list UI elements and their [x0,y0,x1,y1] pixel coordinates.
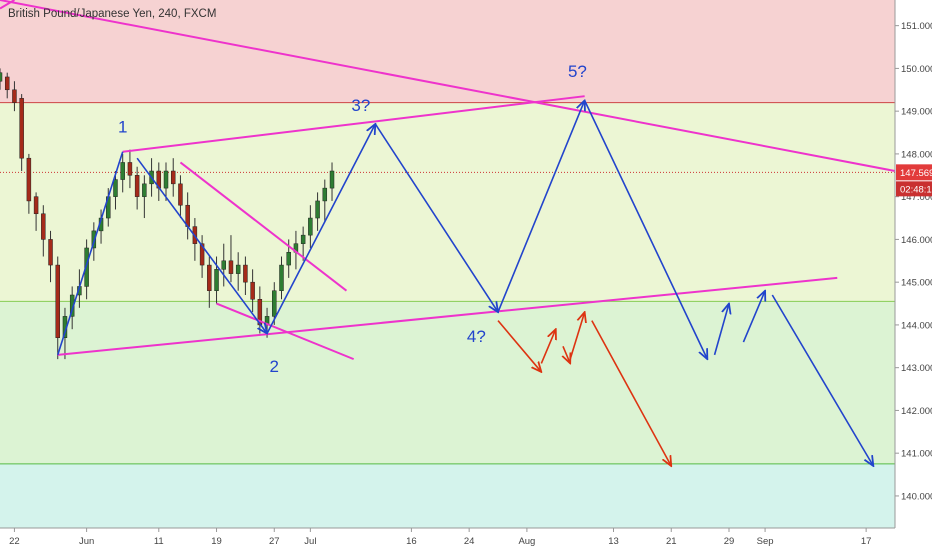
y-tick-label: 143.000 [901,363,932,374]
projection-arrow[interactable] [374,123,498,312]
projection-arrow[interactable] [713,304,729,356]
projection-arrow[interactable] [56,151,124,356]
candle-body [12,89,17,103]
y-tick-label: 151.000 [901,21,932,32]
y-tick-label: 148.000 [901,149,932,160]
x-tick-label: Jul [304,536,316,547]
y-tick-label: 144.000 [901,320,932,331]
projection-arrow[interactable] [569,312,584,360]
y-tick-label: 146.000 [901,235,932,246]
x-tick-label: Jun [79,536,94,547]
candle-body [221,260,226,270]
candle-body [55,264,60,338]
candle-body [33,196,39,215]
candle-body [322,187,328,202]
candle-body [300,234,306,244]
candle-body [228,260,234,274]
candle-body [120,162,125,180]
x-tick-label: Sep [757,536,774,547]
candle-body [19,98,24,159]
y-tick-label: 140.000 [901,491,932,502]
last-price-value: 147.569 [900,168,932,179]
chart-title: British Pound/Japanese Yen, 240, FXCM [8,8,217,20]
candle-body [4,76,10,91]
trendline[interactable] [122,95,585,153]
projection-arrow[interactable] [266,124,375,334]
x-tick-label: 16 [406,536,417,547]
candle-body [315,200,320,219]
x-tick-label: 13 [608,536,619,547]
candle-body [0,72,3,82]
x-tick-label: 22 [9,536,20,547]
candle-body [279,264,284,291]
projection-arrow[interactable] [497,320,541,372]
projection-arrow[interactable] [540,329,555,364]
y-axis-panel [896,0,932,550]
candle-body [163,170,169,189]
candle-body [113,179,118,197]
x-tick-label: 19 [211,536,222,547]
price-zone [0,102,895,302]
projection-arrow[interactable] [497,100,585,313]
y-tick-label: 141.000 [901,449,932,460]
candle-body [178,183,183,206]
trendline[interactable] [0,0,896,172]
projection-arrow[interactable] [591,320,671,466]
candle-body [243,264,248,283]
y-tick-label: 147.000 [901,192,932,203]
y-tick-label: 149.000 [901,107,932,118]
candle-body [214,269,219,291]
x-tick-label: Aug [518,536,535,547]
candle-body [142,183,147,197]
y-tick-label: 150.000 [901,64,932,75]
candle-body [235,264,241,274]
y-tick-label: 145.000 [901,278,932,289]
candle-body [207,264,212,291]
candle-body [26,157,32,202]
projection-arrow[interactable] [563,345,570,363]
wave-label: 4? [467,327,486,346]
wave-label: 1 [118,118,127,137]
wave-label: 5? [568,62,587,81]
candle-body [286,251,291,266]
x-tick-label: 21 [666,536,677,547]
candle-body [272,290,277,317]
x-tick-label: 17 [861,536,872,547]
projection-arrow[interactable] [583,100,708,359]
wave-label: 2 [270,357,279,376]
candle-body [329,170,335,189]
candle-body [48,239,53,266]
countdown-badge [896,181,932,197]
candle-body [41,213,46,240]
projection-arrow[interactable] [136,157,267,333]
trendline[interactable] [0,0,15,10]
last-price-badge [896,164,932,181]
wave-label: 3? [351,96,370,115]
candle-body [170,170,176,185]
candle-body [308,217,313,236]
projection-arrow[interactable] [742,291,765,343]
x-tick-label: 27 [269,536,280,547]
x-tick-label: 11 [154,536,164,547]
trendline[interactable] [216,302,355,361]
y-tick-label: 142.000 [901,406,932,417]
candle-countdown: 02:48:16 [900,184,932,195]
trendline[interactable] [179,161,348,292]
price-zone [0,463,895,528]
candle-body [127,162,133,176]
projection-arrow[interactable] [771,294,873,466]
candle-body [134,175,140,197]
trendline[interactable] [57,276,838,356]
candle-body [250,281,255,300]
price-zone [0,301,895,464]
candle-body [199,243,205,266]
x-axis-panel [0,529,932,550]
x-tick-label: 24 [464,536,475,547]
x-tick-label: 29 [724,536,735,547]
